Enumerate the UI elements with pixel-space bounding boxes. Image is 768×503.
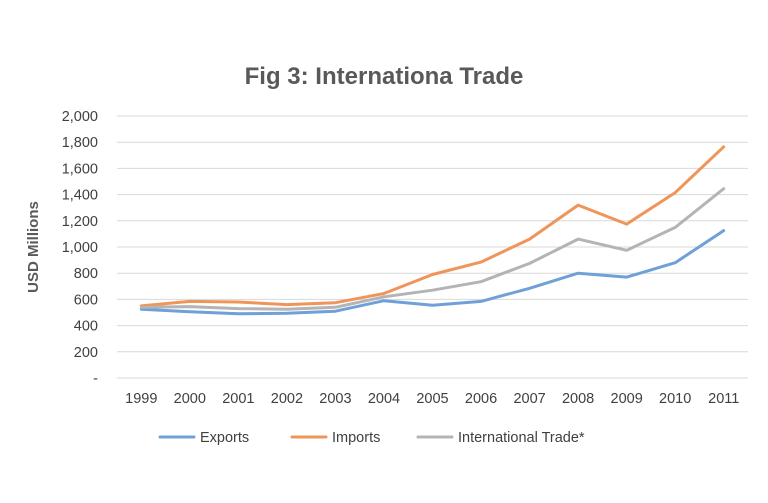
y-tick-label: 600 bbox=[74, 292, 98, 308]
y-tick-label: 1,800 bbox=[62, 135, 98, 151]
y-axis-title: USD Millions bbox=[25, 201, 42, 293]
y-tick-label: 400 bbox=[74, 319, 98, 335]
series-line-international-trade bbox=[139, 187, 726, 311]
legend-label: International Trade* bbox=[458, 430, 585, 446]
x-axis-tick-labels: 1999 2000 2001 2002 2003 2004 2005 2006 2007 2008… bbox=[125, 391, 739, 407]
x-tick-label: 2010 bbox=[659, 391, 691, 407]
legend: Exports Imports International Trade* bbox=[158, 430, 585, 446]
x-tick-label: 2004 bbox=[368, 391, 400, 407]
legend-label: Exports bbox=[200, 430, 249, 446]
x-tick-label: 2003 bbox=[319, 391, 351, 407]
x-tick-label: 2006 bbox=[465, 391, 497, 407]
y-tick-label: 1,400 bbox=[62, 188, 98, 204]
y-axis-tick-labels: - 200 400 600 800 1,000 1,200 1,400 1,600 1,800 2,… bbox=[62, 109, 98, 387]
gridlines bbox=[117, 115, 748, 379]
y-tick-label: 1,200 bbox=[62, 214, 98, 230]
x-tick-label: 2011 bbox=[708, 391, 739, 407]
y-tick-label: 200 bbox=[74, 345, 98, 361]
series-lines bbox=[139, 145, 726, 316]
legend-label: Imports bbox=[332, 430, 380, 446]
y-tick-label: 1,000 bbox=[62, 240, 98, 256]
x-tick-label: 2009 bbox=[611, 391, 643, 407]
y-tick-label: 2,000 bbox=[62, 109, 98, 125]
chart-title: Fig 3: Internationa Trade bbox=[245, 63, 524, 90]
x-tick-label: 2008 bbox=[562, 391, 594, 407]
x-tick-label: 2007 bbox=[513, 391, 545, 407]
x-tick-label: 2005 bbox=[416, 391, 448, 407]
x-tick-label: 2000 bbox=[174, 391, 206, 407]
x-tick-label: 2001 bbox=[222, 391, 254, 407]
x-tick-label: 2002 bbox=[271, 391, 303, 407]
x-tick-label: 1999 bbox=[125, 391, 157, 407]
series-line-imports bbox=[139, 145, 726, 308]
y-tick-label: 1,600 bbox=[62, 161, 98, 177]
series-line-exports bbox=[139, 229, 726, 316]
y-tick-label: - bbox=[93, 371, 98, 387]
y-tick-label: 800 bbox=[74, 266, 98, 282]
